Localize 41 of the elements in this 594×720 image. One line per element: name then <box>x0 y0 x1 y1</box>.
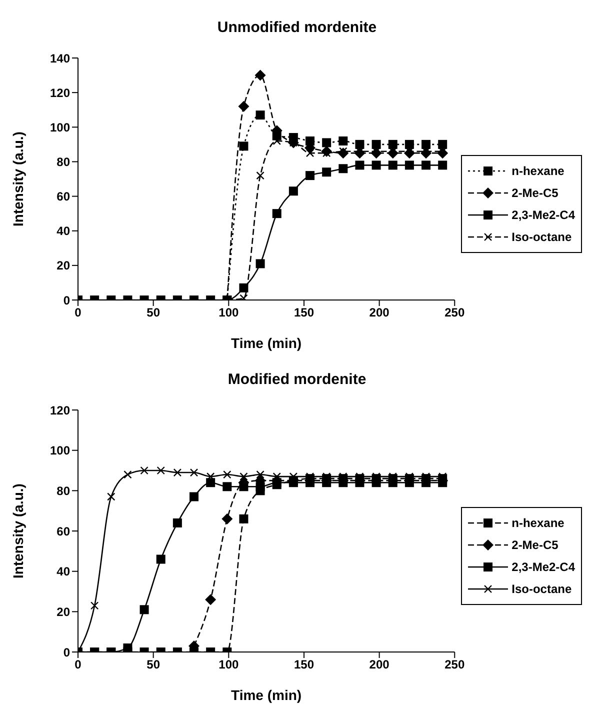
x-tick-label: 50 <box>146 306 160 320</box>
y-tick-label: 0 <box>63 645 70 660</box>
legend-label: n-hexane <box>512 164 564 178</box>
chart-title: Unmodified mordenite <box>216 18 378 38</box>
y-tick-label: 80 <box>56 484 70 498</box>
y-tick-label: 20 <box>56 604 70 619</box>
legend-label: Iso-octane <box>512 230 572 244</box>
y-tick-label: 80 <box>56 154 70 169</box>
x-tick-label: 50 <box>146 658 160 672</box>
legend-label: 2,3-Me2-C4 <box>512 208 575 222</box>
chart-title: Modified mordenite <box>226 370 368 390</box>
x-tick-label: 250 <box>444 658 465 672</box>
x-tick-label: 200 <box>369 658 390 672</box>
y-tick-label: 20 <box>56 258 70 273</box>
y-tick-label: 40 <box>56 224 70 238</box>
y-tick-label: 60 <box>56 190 70 204</box>
x-tick-label: 0 <box>74 658 82 672</box>
legend-label: 2,3-Me2-C4 <box>512 560 575 574</box>
y-tick-label: 0 <box>63 293 70 308</box>
legend-label: Iso-octane <box>512 582 572 596</box>
legend-label: 2-Me-C5 <box>512 186 558 200</box>
x-tick-label: 0 <box>74 306 82 320</box>
y-tick-label: 120 <box>50 403 70 418</box>
x-axis-title: Time (min) <box>231 335 302 351</box>
y-tick-label: 120 <box>50 86 70 100</box>
x-tick-label: 200 <box>369 306 390 320</box>
x-tick-label: 100 <box>218 658 239 672</box>
y-tick-label: 140 <box>50 51 70 66</box>
y-tick-label: 100 <box>50 444 70 458</box>
legend-label: 2-Me-C5 <box>512 538 558 552</box>
y-tick-label: 100 <box>50 120 70 134</box>
x-tick-label: 150 <box>294 306 314 320</box>
y-tick-label: 60 <box>56 524 70 538</box>
x-tick-label: 150 <box>294 658 314 672</box>
x-tick-label: 100 <box>218 306 239 320</box>
legend-label: n-hexane <box>512 516 564 530</box>
y-tick-label: 40 <box>56 564 70 579</box>
x-axis-title: Time (min) <box>231 687 302 703</box>
y-axis-title: Intensity (a.u.) <box>10 484 26 578</box>
x-tick-label: 250 <box>444 306 465 320</box>
y-axis-title: Intensity (a.u.) <box>10 132 26 226</box>
